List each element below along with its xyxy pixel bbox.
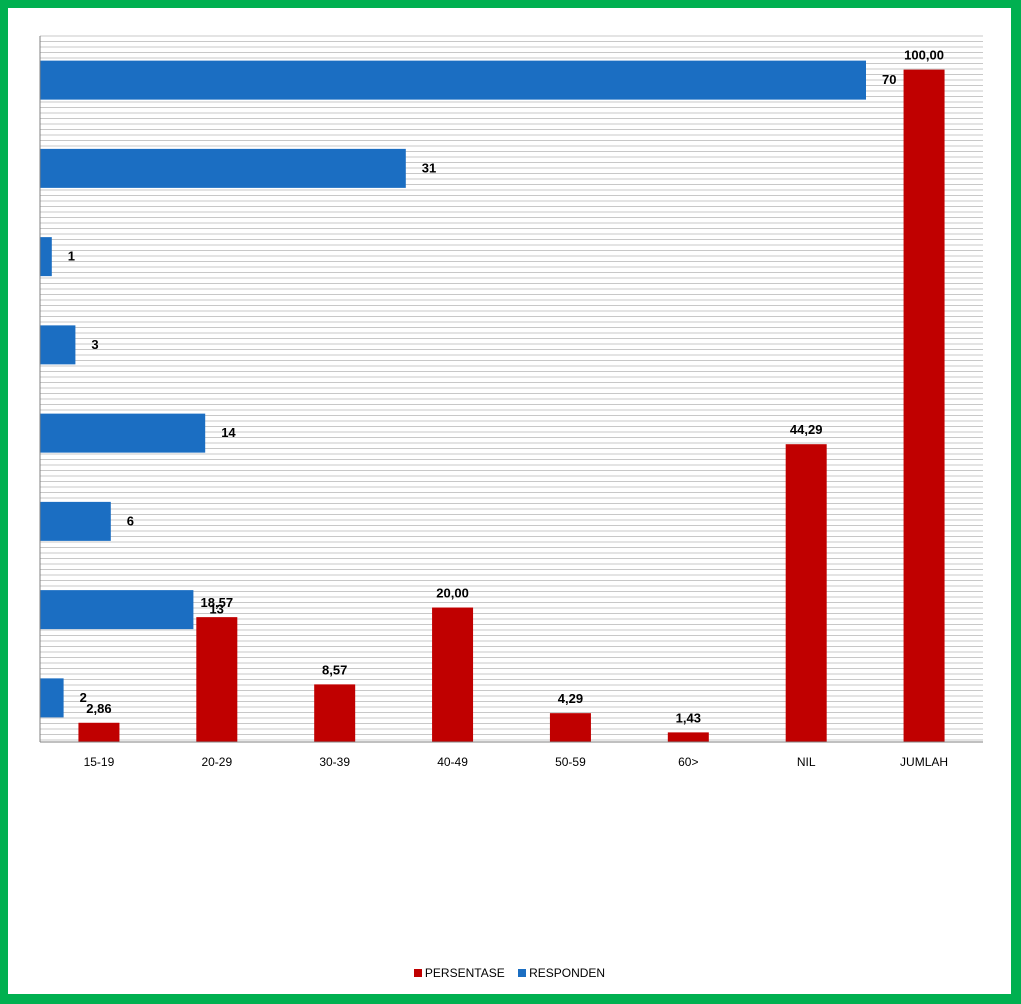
persentase-series: 2,86 18,57 8,57 20,00 4,29 1,43 44,29 100,00 xyxy=(78,48,945,743)
x-tick-label: 15-19 xyxy=(84,755,115,769)
x-tick-label: 50-59 xyxy=(555,755,586,769)
bar-responden xyxy=(40,590,194,630)
bar-persentase xyxy=(549,713,591,742)
x-tick-label: 20-29 xyxy=(201,755,232,769)
axis: 15-19 20-29 30-39 40-49 50-59 60> NIL JUMLAH xyxy=(39,36,983,769)
data-label-persentase: 18,57 xyxy=(201,595,234,610)
gridlines xyxy=(40,35,983,741)
bar-persentase xyxy=(903,69,945,743)
legend: PERSENTASE RESPONDEN xyxy=(8,966,1011,980)
data-label-responden: 1 xyxy=(68,249,75,264)
bar-persentase xyxy=(196,617,238,742)
data-label-persentase: 44,29 xyxy=(790,422,823,437)
data-label-persentase: 2,86 xyxy=(86,701,111,716)
data-label-responden: 14 xyxy=(221,425,236,440)
x-tick-label: 60> xyxy=(678,755,698,769)
legend-swatch-persentase xyxy=(413,969,422,977)
data-label-persentase: 8,57 xyxy=(322,662,347,677)
bar-responden xyxy=(40,60,866,100)
bar-responden xyxy=(40,501,111,541)
bar-persentase xyxy=(785,444,827,742)
x-tick-label: JUMLAH xyxy=(900,755,948,769)
x-tick-label: NIL xyxy=(797,755,816,769)
bar-responden xyxy=(40,678,64,718)
bar-persentase xyxy=(667,732,709,742)
x-tick-label: 40-49 xyxy=(437,755,468,769)
data-label-responden: 3 xyxy=(91,337,98,352)
chart-area: 2 13 6 14 3 1 31 70 2,86 18,57 8,57 20,00 4,29 1,43 4… xyxy=(8,8,1011,994)
bar-persentase xyxy=(78,722,120,742)
data-label-persentase: 1,43 xyxy=(676,710,701,725)
data-label-responden: 70 xyxy=(882,72,896,87)
data-label-responden: 6 xyxy=(127,513,134,528)
legend-item-responden: RESPONDEN xyxy=(518,966,605,980)
x-tick-label: 30-39 xyxy=(319,755,350,769)
data-label-persentase: 4,29 xyxy=(558,691,583,706)
bar-persentase xyxy=(432,607,474,742)
legend-swatch-responden xyxy=(518,969,527,977)
data-label-persentase: 100,00 xyxy=(904,48,944,63)
data-label-responden: 13 xyxy=(209,602,223,617)
legend-item-persentase: PERSENTASE xyxy=(413,966,505,980)
data-label-responden: 2 xyxy=(80,690,87,705)
data-label-persentase: 20,00 xyxy=(436,586,469,601)
legend-label-persentase: PERSENTASE xyxy=(424,966,505,980)
data-label-responden: 31 xyxy=(422,160,436,175)
bar-responden xyxy=(40,148,406,188)
legend-label-responden: RESPONDEN xyxy=(529,966,606,980)
bar-responden xyxy=(40,325,76,365)
bar-responden xyxy=(40,237,52,277)
bar-persentase xyxy=(314,684,356,742)
bar-responden xyxy=(40,413,206,453)
